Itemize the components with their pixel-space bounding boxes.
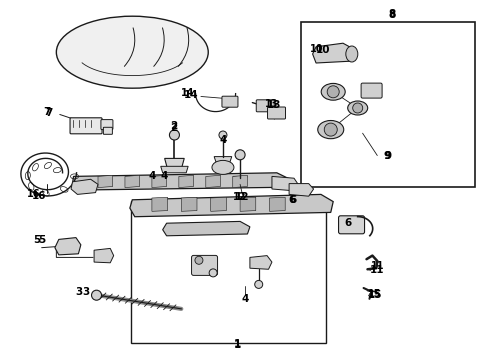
Circle shape [219,131,227,139]
FancyBboxPatch shape [192,255,218,275]
Text: 4: 4 [160,171,168,181]
Text: 16: 16 [26,189,40,199]
Polygon shape [152,175,167,188]
Polygon shape [240,197,256,211]
Polygon shape [130,194,333,217]
Text: 15: 15 [368,290,382,300]
Ellipse shape [348,101,368,115]
Polygon shape [214,157,232,164]
Text: 16: 16 [32,191,47,201]
Circle shape [92,290,101,300]
Text: 14: 14 [181,88,195,98]
Text: 4: 4 [241,294,249,304]
Polygon shape [152,197,168,211]
Polygon shape [313,43,353,63]
Polygon shape [270,197,285,211]
Polygon shape [125,175,140,188]
Polygon shape [165,158,184,169]
Circle shape [209,269,217,277]
Text: 1: 1 [234,339,241,349]
FancyBboxPatch shape [256,100,274,112]
Polygon shape [233,175,247,188]
Polygon shape [98,175,113,188]
Text: 8: 8 [389,10,395,20]
Polygon shape [211,197,226,211]
Polygon shape [250,256,272,269]
Text: 1: 1 [234,340,241,350]
Text: 9: 9 [385,150,392,161]
Text: 3: 3 [76,287,83,297]
Text: 11: 11 [370,261,384,271]
Text: 6: 6 [290,195,296,205]
Text: 10: 10 [316,45,331,55]
Text: 8: 8 [389,9,395,19]
Circle shape [353,103,363,113]
Text: 11: 11 [370,265,385,275]
FancyBboxPatch shape [268,107,286,119]
Text: 10: 10 [310,44,324,54]
Text: 4: 4 [219,135,227,145]
Ellipse shape [56,16,208,88]
FancyBboxPatch shape [339,216,365,234]
Polygon shape [272,176,299,191]
Polygon shape [161,166,188,173]
Text: 4: 4 [148,171,156,181]
Text: 13: 13 [265,99,279,109]
Ellipse shape [321,84,345,100]
Circle shape [235,150,245,160]
Polygon shape [181,197,197,211]
Text: 14: 14 [184,90,198,100]
Text: 12: 12 [235,192,250,202]
Text: 3: 3 [82,287,89,297]
Polygon shape [94,248,114,263]
Circle shape [255,280,263,288]
FancyBboxPatch shape [222,96,238,107]
Text: 13: 13 [267,100,282,110]
Polygon shape [73,173,292,190]
Polygon shape [179,175,194,188]
Ellipse shape [212,161,234,174]
Circle shape [327,86,339,98]
Polygon shape [206,175,220,188]
Text: 5: 5 [33,235,40,246]
Polygon shape [55,238,81,255]
FancyBboxPatch shape [70,118,102,134]
Ellipse shape [318,121,344,139]
Bar [301,22,475,187]
Bar [131,201,326,343]
Text: 7: 7 [43,107,50,117]
Polygon shape [71,179,98,194]
FancyBboxPatch shape [103,127,112,134]
Ellipse shape [346,46,358,62]
Polygon shape [233,176,247,184]
Text: 15: 15 [368,289,382,300]
Text: 9: 9 [384,150,391,161]
Text: 7: 7 [45,108,53,118]
Polygon shape [289,184,314,196]
Circle shape [324,123,337,136]
Circle shape [170,130,179,140]
Text: 2: 2 [171,123,177,133]
FancyBboxPatch shape [361,83,382,98]
Text: 12: 12 [233,192,247,202]
Circle shape [195,256,203,264]
Text: 6: 6 [344,218,351,228]
Text: 6: 6 [288,195,295,205]
Text: 5: 5 [38,235,45,246]
FancyBboxPatch shape [101,120,113,130]
Text: 2: 2 [171,121,177,131]
Polygon shape [163,221,250,236]
